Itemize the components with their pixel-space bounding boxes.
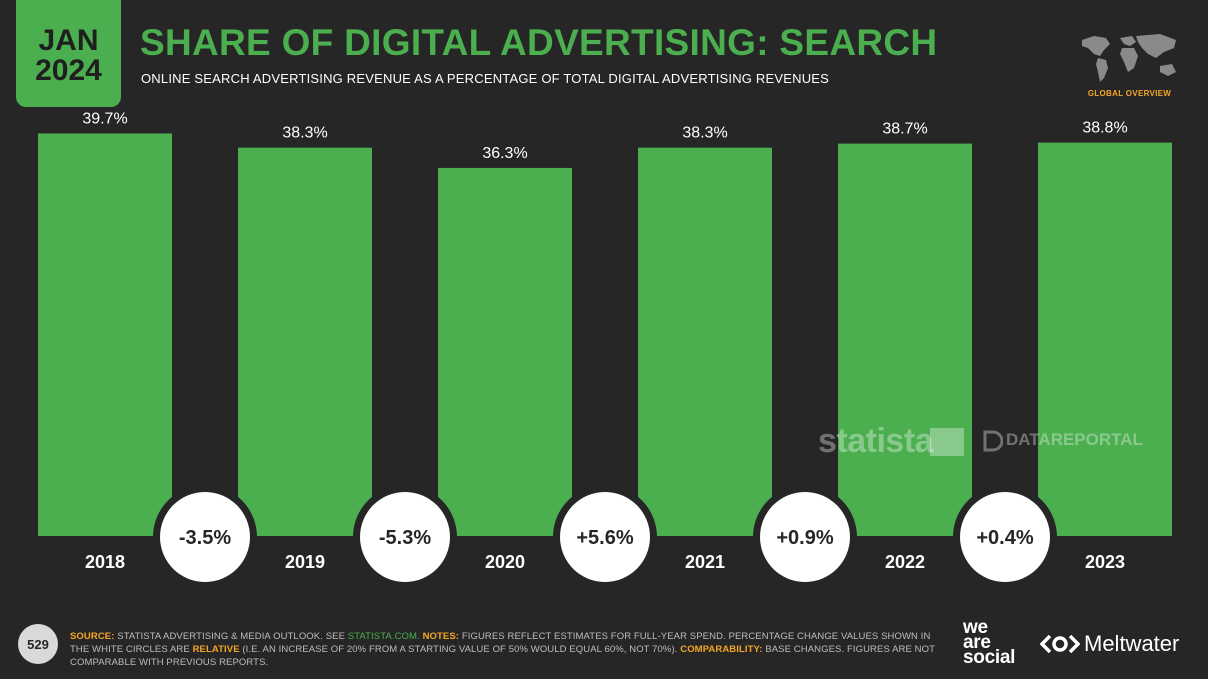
- page-number: 529: [18, 624, 58, 664]
- date-badge: JAN 2024: [16, 0, 121, 107]
- change-circle-1: [160, 492, 250, 582]
- change-label-1: -3.5%: [179, 527, 231, 549]
- value-label-2022: 38.7%: [882, 121, 927, 138]
- relative-text: (I.E. AN INCREASE OF 20% FROM A STARTING…: [242, 644, 678, 655]
- page-subtitle: ONLINE SEARCH ADVERTISING REVENUE AS A P…: [141, 71, 830, 86]
- source-label: SOURCE:: [70, 631, 115, 642]
- meltwater-logo: Meltwater: [1040, 631, 1179, 657]
- meltwater-icon: [1040, 634, 1080, 654]
- bar-2018: [38, 133, 172, 537]
- bar-2019: [238, 147, 372, 536]
- change-circle-2: [360, 492, 450, 582]
- value-label-2023: 38.8%: [1082, 120, 1127, 137]
- source-link[interactable]: STATISTA.COM.: [347, 631, 420, 642]
- category-label-2022: 2022: [885, 552, 925, 572]
- meltwater-label: Meltwater: [1084, 631, 1180, 656]
- brand-line-3: social: [963, 647, 1016, 668]
- relative-label: RELATIVE: [192, 644, 240, 655]
- page-title: SHARE OF DIGITAL ADVERTISING: SEARCH: [140, 22, 938, 63]
- change-label-5: +0.4%: [976, 527, 1033, 549]
- value-label-2019: 38.3%: [282, 125, 327, 142]
- value-label-2018: 39.7%: [82, 110, 127, 127]
- datareportal-watermark: DATAREPORTAL: [1006, 430, 1143, 449]
- brand-line-2: are: [963, 632, 991, 653]
- bar-2020: [438, 167, 572, 537]
- category-label-2018: 2018: [85, 552, 125, 572]
- category-label-2021: 2021: [685, 552, 725, 572]
- statista-logo-icon: [930, 428, 964, 456]
- change-circle-3: [560, 492, 650, 582]
- category-label-2019: 2019: [285, 552, 325, 572]
- footnote: SOURCE: STATISTA ADVERTISING & MEDIA OUT…: [70, 630, 940, 669]
- notes-text: FIGURES REFLECT ESTIMATES FOR FULL-YEAR …: [70, 631, 931, 655]
- change-circle-5: [960, 492, 1050, 582]
- bar-2021: [638, 147, 772, 536]
- region-label: GLOBAL OVERVIEW: [1087, 89, 1172, 98]
- bar-2022: [838, 143, 972, 536]
- change-label-2: -5.3%: [379, 527, 431, 549]
- statista-watermark: statista: [818, 422, 934, 460]
- date-year: 2024: [35, 53, 102, 87]
- we-are-social-logo: we are social: [963, 617, 1016, 668]
- value-label-2021: 38.3%: [682, 125, 727, 142]
- category-label-2023: 2023: [1085, 552, 1125, 572]
- change-circle-4: [760, 492, 850, 582]
- world-map-icon: [1082, 34, 1176, 82]
- bar-2023: [1038, 142, 1172, 536]
- value-label-2020: 36.3%: [482, 145, 527, 162]
- brand-line-1: we: [963, 617, 988, 638]
- source-text: STATISTA ADVERTISING & MEDIA OUTLOOK. SE…: [117, 631, 346, 642]
- change-label-4: +0.9%: [776, 527, 833, 549]
- bar-chart: 39.7% 2018 38.3% 2019 36.3% 2020 38.3% 2021 38.7…: [38, 110, 1172, 582]
- comparability-text: BASE CHANGES. FIGURES ARE NOT COMPARABLE…: [70, 644, 935, 668]
- change-label-3: +5.6%: [576, 527, 633, 549]
- notes-label: NOTES:: [422, 631, 460, 642]
- comparability-label: COMPARABILITY:: [680, 644, 763, 655]
- date-month: JAN: [38, 23, 99, 57]
- datareportal-logo-icon: [983, 430, 1003, 452]
- category-label-2020: 2020: [485, 552, 525, 572]
